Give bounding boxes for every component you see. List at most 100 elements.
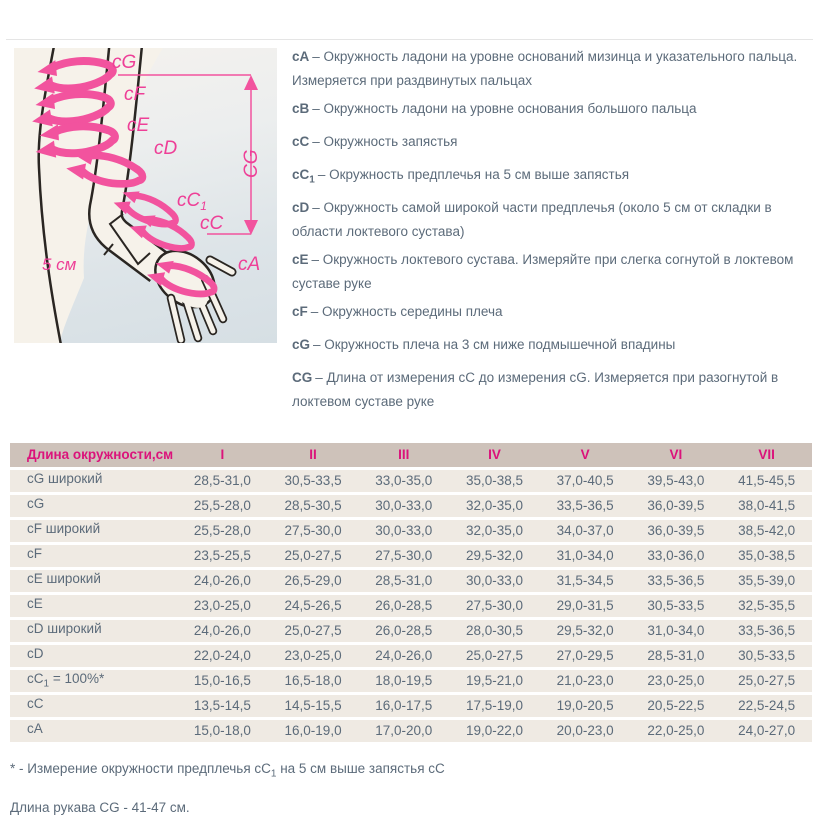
- row-label: cF широкий: [10, 519, 177, 542]
- definition-text: – Окружность запястья: [312, 133, 458, 149]
- table-cell: 13,5-14,5: [177, 694, 268, 717]
- column-header-circumference: Длина окружности,см: [10, 442, 177, 467]
- definition-text: – Длина от измерения cC до измерения cG.…: [292, 370, 779, 410]
- row-label: cA: [10, 719, 177, 742]
- table-cell: 19,5-21,0: [449, 669, 540, 692]
- arm-measurement-diagram: cG cF cE cD cC1 cC cA 5 см CG: [12, 40, 277, 346]
- table-cell: 25,0-27,5: [267, 544, 359, 567]
- table-cell: 23,0-25,0: [267, 644, 359, 667]
- table-cell: 18,0-19,5: [358, 669, 450, 692]
- table-row: cD 22,0-24,0 23,0-25,0 24,0-26,0 25,0-27…: [10, 644, 812, 667]
- size-table: Длина окружности,см I II III IV V VI VII…: [10, 440, 812, 745]
- table-cell: 26,0-28,5: [358, 594, 450, 617]
- table-cell: 27,5-30,0: [358, 544, 450, 567]
- table-cell: 23,5-25,5: [177, 544, 268, 567]
- table-cell: 33,0-35,0: [358, 469, 450, 492]
- definition-item: cC1– Окружность предплечья на 5 см выше …: [292, 166, 809, 190]
- table-cell: 15,0-18,0: [177, 719, 268, 742]
- table-cell: 30,0-33,0: [449, 569, 540, 592]
- row-label: cF: [10, 544, 177, 567]
- table-cell: 35,0-38,5: [449, 469, 540, 492]
- table-cell: 28,5-31,0: [630, 644, 722, 667]
- row-label: cE широкий: [10, 569, 177, 592]
- table-cell: 19,0-22,0: [449, 719, 540, 742]
- row-label: cD широкий: [10, 619, 177, 642]
- table-cell: 32,0-35,0: [449, 519, 540, 542]
- table-row: cF 23,5-25,5 25,0-27,5 27,5-30,0 29,5-32…: [10, 544, 812, 567]
- diagram-label-5cm: 5 см: [42, 255, 77, 274]
- table-row: cE 23,0-25,0 24,5-26,5 26,0-28,5 27,5-30…: [10, 594, 812, 617]
- definition-term: cG: [292, 336, 311, 352]
- table-cell: 28,5-30,5: [267, 494, 359, 517]
- table-cell: 39,5-43,0: [630, 469, 722, 492]
- table-cell: 23,0-25,0: [177, 594, 268, 617]
- measurement-section: cG cF cE cD cC1 cC cA 5 см CG cA – Окружн…: [0, 40, 819, 421]
- table-cell: 35,5-39,0: [721, 569, 812, 592]
- definition-term: cA: [292, 49, 310, 64]
- diagram-label-cG: cG: [112, 52, 136, 73]
- definition-term: cD: [292, 200, 310, 216]
- table-cell: 30,5-33,5: [721, 644, 812, 667]
- diagram-label-cD: cD: [154, 138, 178, 159]
- table-cell: 33,5-36,5: [630, 569, 722, 592]
- definition-term: cB: [292, 100, 310, 116]
- size-table-header-row: Длина окружности,см I II III IV V VI VII: [10, 442, 812, 467]
- table-cell: 30,0-33,0: [358, 519, 450, 542]
- table-cell: 25,5-28,0: [177, 494, 268, 517]
- table-row: cD широкий 24,0-26,0 25,0-27,5 26,0-28,5…: [10, 619, 812, 642]
- table-cell: 38,5-42,0: [721, 519, 812, 542]
- table-row: cG широкий 28,5-31,0 30,5-33,5 33,0-35,0…: [10, 469, 812, 492]
- table-cell: 34,0-37,0: [539, 519, 631, 542]
- table-cell: 29,5-32,0: [449, 544, 540, 567]
- table-row: cE широкий 24,0-26,0 26,5-29,0 28,5-31,0…: [10, 569, 812, 592]
- diagram-label-CG: CG: [241, 150, 262, 179]
- cg-dimension: CG: [118, 74, 262, 235]
- definition-text: – Окружность предплечья на 5 см выше зап…: [317, 167, 630, 183]
- definition-term: cF: [292, 303, 308, 319]
- asterisk-footnote: * - Измерение окружности предплечья cC1 …: [10, 760, 445, 780]
- table-cell: 27,5-30,0: [267, 519, 359, 542]
- diagram-label-cE: cE: [127, 115, 150, 136]
- table-cell: 33,5-36,5: [539, 494, 631, 517]
- column-header-size-2: II: [267, 442, 359, 467]
- table-cell: 17,5-19,0: [449, 694, 540, 717]
- sleeve-length-note: Длина рукава CG - 41-47 см.: [10, 800, 190, 815]
- column-header-size-5: V: [539, 442, 631, 467]
- table-cell: 26,5-29,0: [267, 569, 359, 592]
- definition-term: cC: [292, 133, 310, 149]
- definition-item: cC – Окружность запястья: [292, 133, 809, 157]
- table-cell: 32,0-35,0: [449, 494, 540, 517]
- table-cell: 16,0-17,5: [358, 694, 450, 717]
- table-cell: 15,0-16,5: [177, 669, 268, 692]
- table-row: cC 13,5-14,5 14,5-15,5 16,0-17,5 17,5-19…: [10, 694, 812, 717]
- measurement-definitions: cA – Окружность ладони на уровне основани…: [277, 46, 811, 421]
- table-cell: 22,0-25,0: [630, 719, 722, 742]
- table-row: cF широкий 25,5-28,0 27,5-30,0 30,0-33,0…: [10, 519, 812, 542]
- definition-text: – Окружность самой широкой части предпле…: [292, 200, 772, 240]
- table-cell: 22,0-24,0: [177, 644, 268, 667]
- table-cell: 24,0-26,0: [177, 619, 268, 642]
- column-header-size-3: III: [358, 442, 450, 467]
- table-cell: 19,0-20,5: [539, 694, 631, 717]
- definition-term: cE: [292, 251, 309, 267]
- definition-term: CG: [292, 370, 313, 385]
- table-cell: 24,0-27,0: [721, 719, 812, 742]
- diagram-label-cF: cF: [124, 84, 147, 105]
- column-header-size-4: IV: [449, 442, 540, 467]
- diagram-label-cA: cA: [238, 254, 260, 275]
- table-cell: 21,0-23,0: [539, 669, 631, 692]
- diagram-label-cC1: cC1: [177, 190, 207, 213]
- definition-text: – Окружность ладони на уровне оснований …: [292, 49, 798, 89]
- table-cell: 24,0-26,0: [177, 569, 268, 592]
- table-cell: 41,5-45,5: [721, 469, 812, 492]
- arm-diagram-svg: cG cF cE cD cC1 cC cA 5 см CG: [12, 40, 262, 346]
- definition-item: cE – Окружность локтевого сустава. Измеря…: [292, 251, 809, 294]
- table-cell: 23,0-25,0: [630, 669, 722, 692]
- table-cell: 37,0-40,5: [539, 469, 631, 492]
- definition-text: – Окружность середины плеча: [310, 303, 503, 319]
- table-cell: 24,5-26,5: [267, 594, 359, 617]
- definition-item: cB – Окружность ладони на уровне основани…: [292, 100, 809, 124]
- table-cell: 17,0-20,0: [358, 719, 450, 742]
- definition-text: – Окружность локтевого сустава. Измеряйт…: [292, 251, 794, 292]
- table-cell: 20,5-22,5: [630, 694, 722, 717]
